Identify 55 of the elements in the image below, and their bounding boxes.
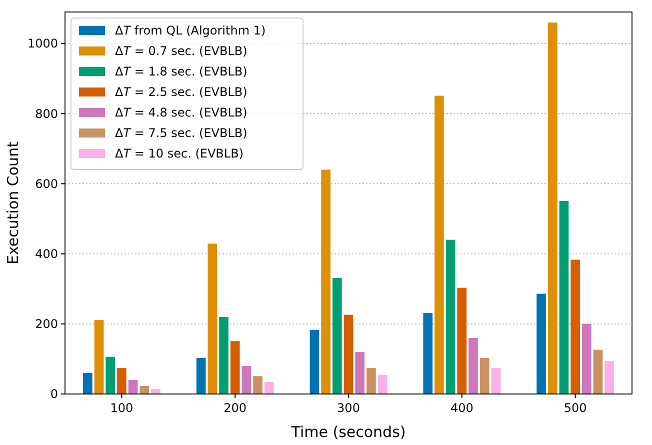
bar — [208, 244, 218, 394]
bar — [151, 389, 160, 394]
legend-label: ΔT from QL (Algorithm 1) — [115, 24, 266, 38]
bar — [480, 358, 490, 394]
bar — [332, 278, 342, 394]
bar — [230, 341, 240, 394]
bar — [94, 320, 104, 394]
y-tick-label: 400 — [35, 247, 58, 262]
legend-label: ΔT = 2.5 sec. (EVBLB) — [115, 85, 248, 100]
bar — [548, 22, 558, 394]
bar — [604, 361, 614, 394]
legend-label: ΔT = 1.8 sec. (EVBLB) — [115, 64, 248, 79]
y-tick-label: 1000 — [27, 36, 58, 51]
bar — [366, 368, 376, 394]
x-tick-label: 200 — [224, 401, 247, 415]
bar — [423, 313, 433, 394]
bar — [196, 358, 206, 394]
bar — [219, 316, 228, 394]
bar — [593, 350, 603, 394]
y-tick-label: 600 — [35, 176, 58, 191]
x-tick-label: 400 — [450, 401, 474, 415]
bar — [434, 96, 444, 394]
bar — [242, 366, 252, 394]
bar — [559, 200, 569, 394]
legend-label: ΔT = 4.8 sec. (EVBLB) — [115, 106, 248, 120]
bar — [468, 338, 478, 394]
legend-label: ΔT = 7.5 sec. (EVBLB) — [115, 126, 248, 140]
bar — [378, 375, 388, 394]
bar — [491, 368, 501, 394]
bar — [321, 170, 330, 394]
bar — [457, 288, 467, 394]
bar — [83, 372, 92, 394]
x-tick-label: 500 — [564, 401, 587, 415]
legend-label: ΔT = 10 sec. (EVBLB) — [115, 146, 244, 161]
x-tick-label: 100 — [110, 401, 134, 415]
bar — [570, 260, 580, 394]
y-tick-label: 800 — [35, 106, 58, 121]
bar — [536, 294, 546, 394]
bar — [140, 386, 150, 394]
legend-label: ΔT = 0.7 sec. (EVBLB) — [115, 44, 248, 58]
bar — [446, 240, 456, 394]
bar — [117, 368, 126, 394]
y-tick-label: 0 — [50, 387, 58, 402]
bar — [582, 324, 592, 394]
y-tick-label: 200 — [35, 317, 58, 332]
bar — [344, 314, 354, 394]
bar — [253, 376, 262, 394]
bar — [355, 352, 365, 394]
bar — [264, 382, 274, 394]
y-axis-title: Execution Count — [4, 141, 22, 264]
bar — [106, 356, 116, 394]
bar — [310, 330, 320, 394]
bar — [128, 380, 138, 394]
x-axis-title: Time (seconds) — [290, 423, 406, 441]
x-tick-label: 300 — [337, 401, 360, 415]
